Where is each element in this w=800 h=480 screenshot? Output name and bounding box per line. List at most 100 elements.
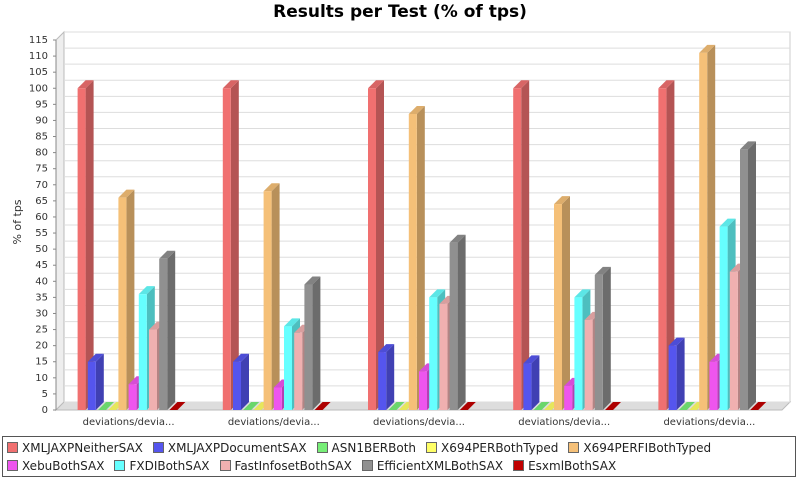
bar-side [602, 266, 611, 410]
bar [408, 106, 425, 410]
y-tick-label: 25 [35, 325, 48, 336]
bar-top [169, 402, 186, 410]
bar-top [98, 402, 114, 410]
x-tick-label: deviations/devia... [518, 417, 610, 428]
bar-top [750, 402, 767, 410]
bar-front [159, 258, 168, 410]
bar-side [312, 276, 321, 410]
bar-top [719, 218, 736, 227]
bar-front [273, 387, 282, 410]
bar-top [740, 141, 756, 150]
x-tick-label: deviations/devia... [83, 417, 175, 428]
bar-front [77, 88, 86, 411]
bar-front [263, 191, 272, 410]
bar-front [128, 384, 137, 410]
bar-top [429, 289, 446, 298]
bar [378, 344, 395, 410]
bar-front [284, 326, 292, 410]
legend-item: XMLJAXPDocumentSAX [152, 439, 307, 457]
legend-label: XMLJAXPDocumentSAX [167, 440, 307, 455]
bar-side [416, 106, 425, 410]
y-tick-label: 10 [35, 373, 48, 384]
y-tick-label: 85 [35, 132, 48, 143]
bar-front [233, 361, 241, 410]
bar-top [605, 402, 621, 410]
bar-side [531, 355, 540, 410]
bar-front [729, 271, 738, 410]
bar-top [658, 80, 675, 89]
bar-front [419, 371, 427, 410]
bar-front [564, 385, 573, 410]
bar-front [294, 332, 303, 410]
bar-top [533, 402, 550, 410]
bar-front [554, 204, 562, 410]
y-tick-label: 0 [42, 405, 48, 416]
y-tick-label: 100 [29, 83, 48, 94]
bar-side [386, 344, 395, 410]
bar [87, 353, 104, 410]
y-tick-label: 20 [35, 341, 48, 352]
bar-side [666, 80, 675, 411]
bar-front [368, 88, 376, 411]
bar-side [521, 80, 530, 411]
bar [263, 183, 280, 410]
bar-front [118, 197, 127, 410]
y-tick-label: 15 [35, 357, 48, 368]
bar-top [233, 353, 249, 362]
x-tick-label: deviations/devia... [663, 417, 755, 428]
bar-top [314, 402, 331, 410]
bar-front [439, 303, 448, 410]
bar-front [429, 297, 438, 410]
bar-top [699, 44, 716, 53]
bar-top [243, 402, 260, 410]
legend-swatch [219, 460, 231, 471]
bar-front [87, 361, 96, 410]
bar-top [523, 355, 540, 364]
legend-item: X694PERBothTyped [426, 439, 558, 457]
y-tick-label: 70 [35, 180, 48, 191]
bar [159, 250, 176, 410]
bar-top [87, 353, 104, 362]
legend-label: X694PERBothTyped [441, 440, 559, 455]
x-tick-label: deviations/devia... [373, 417, 465, 428]
bar-front [594, 274, 603, 410]
bar-front [584, 319, 593, 410]
legend-label: EsxmlBothSAX [528, 458, 617, 473]
legend-item: X694PERFIBothTyped [568, 439, 711, 457]
bar [533, 402, 550, 410]
bar-side [457, 234, 466, 410]
bar [658, 80, 675, 411]
bar-front [709, 361, 718, 410]
bar-top [263, 183, 280, 192]
y-tick-label: 80 [35, 148, 48, 159]
y-tick-label: 45 [35, 260, 48, 271]
y-tick-label: 30 [35, 308, 48, 319]
bar [118, 189, 135, 410]
y-tick-label: 35 [35, 292, 48, 303]
y-tick-label: 50 [35, 244, 48, 255]
bar [668, 337, 685, 410]
legend-swatch [316, 442, 328, 453]
bar-top [118, 189, 135, 198]
bar-top [574, 289, 591, 298]
y-tick-label: 115 [29, 35, 48, 46]
bar-side [271, 183, 280, 410]
bar [169, 402, 186, 410]
legend-swatch [7, 442, 18, 453]
legend-swatch [568, 442, 580, 453]
bar-front [222, 88, 231, 411]
bar [77, 80, 94, 411]
bar-front [658, 88, 667, 411]
bar-top [138, 286, 155, 295]
legend-item: EsxmlBothSAX [513, 457, 616, 475]
bar [243, 402, 260, 410]
bar-top [459, 402, 476, 410]
bar-side [707, 44, 716, 410]
bar-top [449, 234, 466, 243]
bar-front [149, 329, 157, 410]
plot-side-wall [55, 30, 65, 412]
y-tick-label: 75 [35, 164, 48, 175]
bar-front [699, 52, 708, 410]
legend-label: ASN1BERBoth [331, 440, 417, 455]
